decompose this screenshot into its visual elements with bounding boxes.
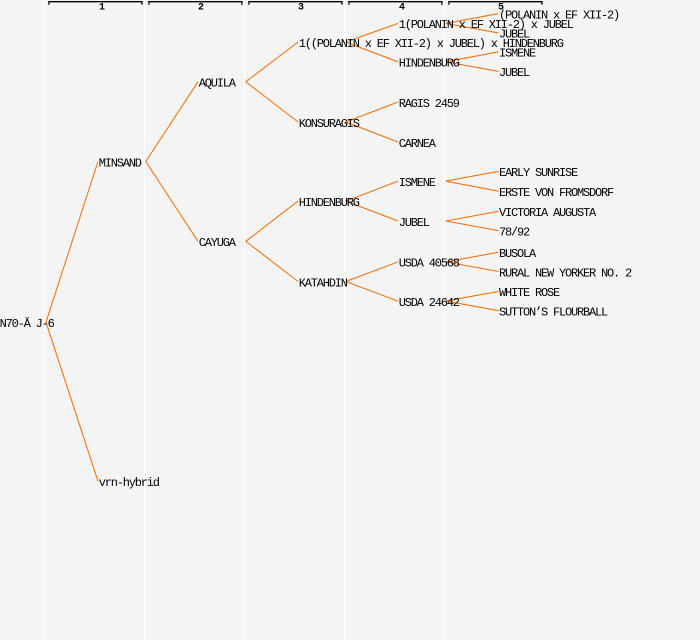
svg-text:RURAL NEW YORKER NO. 2: RURAL NEW YORKER NO. 2 [499,266,632,280]
svg-text:USDA 24642: USDA 24642 [399,296,460,310]
svg-text:5: 5 [498,3,504,14]
svg-text:ISMENE: ISMENE [399,176,436,190]
svg-text:JUBEL: JUBEL [499,28,530,42]
svg-text:4: 4 [399,3,405,14]
svg-text:MINSAND: MINSAND [99,156,142,170]
svg-text:USDA 40568: USDA 40568 [399,257,460,271]
svg-text:ISMENE: ISMENE [499,47,536,61]
svg-text:vrn-hybrid: vrn-hybrid [99,476,160,490]
svg-text:2: 2 [198,3,204,14]
svg-text:SUTTON’S FLOURBALL: SUTTON’S FLOURBALL [499,306,608,320]
svg-text:CAYUGA: CAYUGA [199,236,237,250]
svg-text:EARLY SUNRISE: EARLY SUNRISE [499,166,578,180]
svg-text:N70-Ă J-6: N70-Ă J-6 [0,316,55,331]
svg-text:1: 1 [99,3,105,14]
svg-text:1(POLANIN x EF XII-2) x JUBEL: 1(POLANIN x EF XII-2) x JUBEL [399,18,574,32]
svg-text:3: 3 [298,3,304,14]
svg-text:1((POLANIN x EF XII-2) x JUBEL: 1((POLANIN x EF XII-2) x JUBEL) x HINDEN… [299,37,564,51]
svg-text:ERSTE VON FROMSDORF: ERSTE VON FROMSDORF [499,186,614,200]
svg-text:AQUILA: AQUILA [199,77,237,91]
svg-text:WHITE ROSE: WHITE ROSE [499,286,560,300]
svg-text:CARNEA: CARNEA [399,137,437,151]
svg-text:JUBEL: JUBEL [399,216,430,230]
svg-text:KATAHDIN: KATAHDIN [299,276,348,290]
svg-text:JUBEL: JUBEL [499,66,530,80]
svg-text:HINDENBURG: HINDENBURG [399,57,460,71]
svg-text:BUSOLA: BUSOLA [499,247,537,261]
svg-text:VICTORIA AUGUSTA: VICTORIA AUGUSTA [499,206,597,220]
svg-text:KONSURAGIS: KONSURAGIS [299,117,360,131]
svg-text:78/92: 78/92 [499,226,530,240]
svg-text:RAGIS 2459: RAGIS 2459 [399,97,460,111]
svg-text:(POLANIN x EF XII-2): (POLANIN x EF XII-2) [499,8,619,22]
svg-text:HINDENBURG: HINDENBURG [299,196,360,210]
